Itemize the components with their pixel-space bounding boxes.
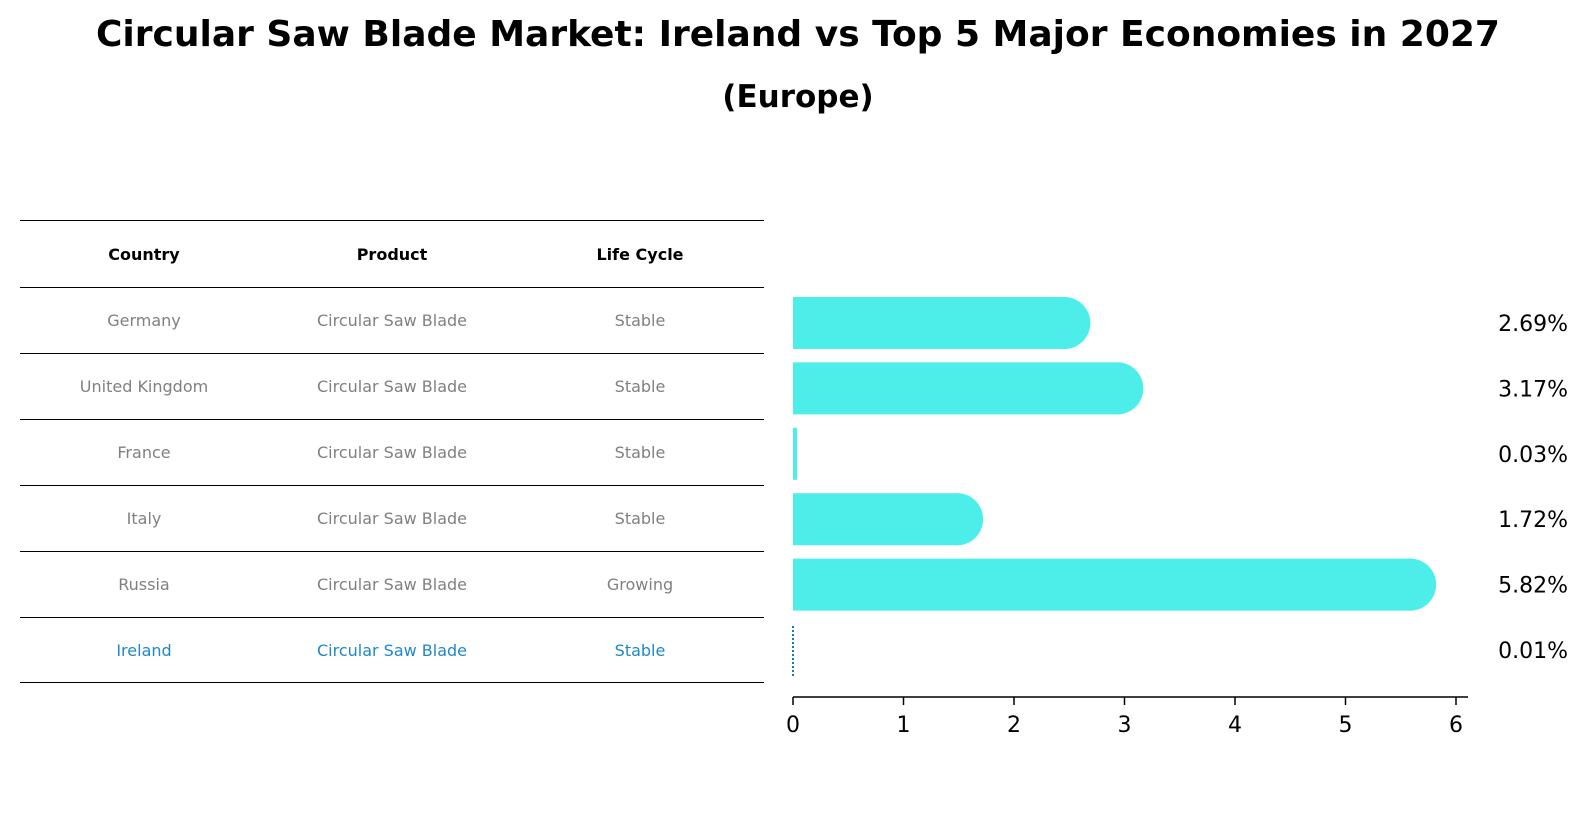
table-row-highlighted: Ireland Circular Saw Blade Stable [20, 617, 764, 683]
bar-germany [793, 297, 1091, 349]
product-cell: Circular Saw Blade [316, 443, 468, 462]
life-cycle-cell: Stable [614, 640, 666, 660]
value-label: 5.82% [1498, 574, 1568, 599]
x-tick-label: 3 [1118, 713, 1132, 738]
table-row: Germany Circular Saw Blade Stable [20, 287, 764, 353]
x-tick-label: 1 [897, 713, 911, 738]
table-row: Russia Circular Saw Blade Growing [20, 551, 764, 617]
country-cell: Russia [118, 575, 170, 594]
market-table: Country Product Life Cycle Germany Circu… [20, 220, 764, 683]
bar-russia [793, 558, 1437, 611]
bar-italy [793, 493, 984, 546]
x-tick-label: 2 [1007, 713, 1021, 738]
value-label: 3.17% [1498, 377, 1568, 402]
header-country: Country [108, 244, 180, 264]
value-label: 0.03% [1498, 443, 1568, 468]
value-label: 0.01% [1498, 639, 1568, 664]
x-tick-label: 4 [1228, 713, 1242, 738]
bar-united-kingdom [793, 362, 1144, 415]
country-cell: Italy [126, 509, 162, 528]
table-header-row: Country Product Life Cycle [20, 220, 764, 287]
product-cell: Circular Saw Blade [316, 640, 468, 660]
table-row: Italy Circular Saw Blade Stable [20, 485, 764, 551]
country-cell: France [117, 443, 171, 462]
country-cell: Ireland [116, 640, 172, 660]
header-life-cycle: Life Cycle [596, 244, 684, 264]
life-cycle-cell: Growing [606, 575, 674, 594]
life-cycle-cell: Stable [614, 377, 666, 396]
x-tick-label: 5 [1339, 713, 1353, 738]
product-cell: Circular Saw Blade [316, 509, 468, 528]
x-tick-label: 0 [786, 713, 800, 738]
value-label: 1.72% [1498, 508, 1568, 533]
product-cell: Circular Saw Blade [316, 311, 468, 330]
country-cell: United Kingdom [79, 377, 209, 396]
country-cell: Germany [107, 311, 181, 330]
value-label: 2.69% [1498, 312, 1568, 337]
life-cycle-cell: Stable [614, 509, 666, 528]
life-cycle-cell: Stable [614, 311, 666, 330]
product-cell: Circular Saw Blade [316, 575, 468, 594]
life-cycle-cell: Stable [614, 443, 666, 462]
chart-subtitle: (Europe) [722, 79, 874, 115]
bar-france [793, 427, 797, 480]
table-row: France Circular Saw Blade Stable [20, 419, 764, 485]
product-cell: Circular Saw Blade [316, 377, 468, 396]
x-tick-label: 6 [1449, 713, 1463, 738]
header-product: Product [356, 244, 428, 264]
table-row: United Kingdom Circular Saw Blade Stable [20, 353, 764, 419]
chart-title: Circular Saw Blade Market: Ireland vs To… [96, 14, 1500, 55]
